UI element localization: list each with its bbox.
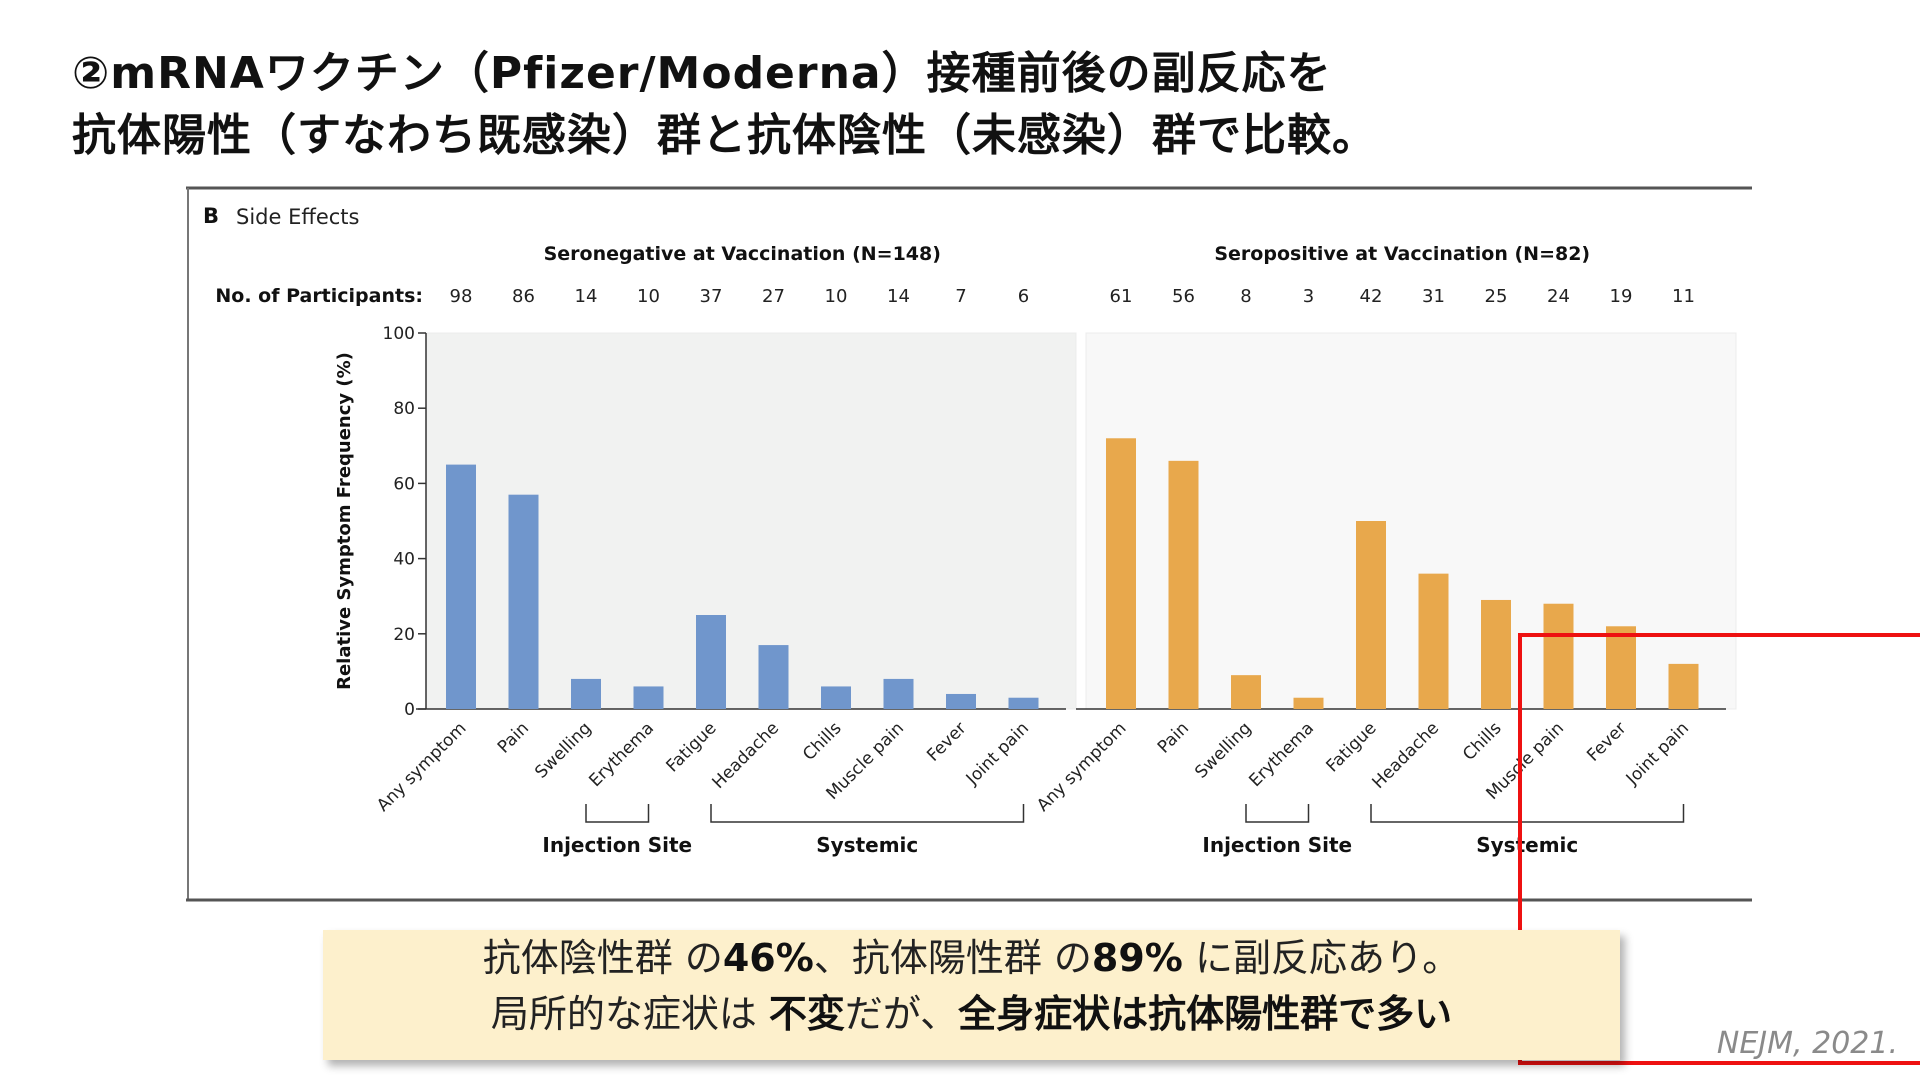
bar (571, 678, 601, 709)
panel-label: B (203, 204, 219, 228)
bar (1168, 460, 1199, 709)
y-tick-label: 60 (393, 474, 415, 494)
x-tick-label: Joint pain (962, 718, 1033, 789)
slide-title-line-2: 抗体陽性（すなわち既感染）群と抗体陰性（未感染）群で比較。 (72, 110, 1377, 161)
x-tick-label: Headache (708, 718, 783, 793)
y-tick-label: 20 (393, 625, 415, 645)
participant-count: 37 (700, 286, 723, 307)
participant-count: 14 (575, 286, 598, 307)
side-effects-chart: B Side Effects 0 20 40 60 80 100 Relative Symp… (186, 186, 1752, 902)
group-bracket (585, 804, 650, 823)
x-tick-label: Any symptom (373, 718, 470, 815)
group-label: Systemic (816, 833, 918, 857)
bar (1668, 663, 1699, 709)
participant-count: 27 (762, 286, 785, 307)
summary-emphasis-systemic: 全身症状は抗体陽性群で多い (958, 992, 1453, 1036)
group-bracket (1370, 804, 1685, 823)
bar (1106, 438, 1136, 709)
seropositive-rate: 89% (1091, 936, 1183, 980)
series-header: Seropositive at Vaccination (N=82) (1214, 243, 1590, 265)
chart-title: Side Effects (236, 205, 359, 229)
group-bracket (1245, 804, 1310, 823)
summary-text: に副反応あり。 (1182, 936, 1461, 980)
x-tick-label: Swelling (1191, 718, 1255, 782)
y-axis-title: Relative Symptom Frequency (%) (334, 352, 355, 690)
x-tick-label: Fatigue (663, 718, 721, 776)
x-tick-label: Fatigue (1323, 718, 1381, 776)
source-citation: NEJM, 2021. (1716, 1026, 1898, 1061)
bar (758, 645, 789, 709)
bar (696, 615, 726, 709)
bar (446, 464, 476, 709)
participants-row-label: No. of Participants: (215, 285, 423, 307)
participant-count: 6 (1018, 286, 1029, 307)
participant-count: 61 (1110, 286, 1133, 307)
y-tick-label: 40 (393, 550, 415, 570)
participant-count: 25 (1485, 286, 1508, 307)
participant-count: 98 (450, 286, 473, 307)
bar (946, 693, 976, 709)
bar (1231, 675, 1261, 709)
systemic-highlight-box (1518, 633, 1920, 1065)
participant-count: 11 (1672, 286, 1695, 307)
group-label: Systemic (1476, 833, 1578, 857)
x-tick-label: Chills (799, 718, 846, 765)
y-tick-label: 0 (404, 700, 415, 720)
summary-text: 、抗体陽性群 の (813, 936, 1092, 980)
participant-count: 7 (955, 286, 966, 307)
x-tick-label: Erythema (585, 718, 658, 791)
bar (1008, 697, 1039, 709)
summary-line-1: 抗体陰性群 の46%、抗体陽性群 の89% に副反応あり。 (323, 930, 1620, 986)
y-tick-label: 80 (393, 399, 415, 419)
x-tick-label: Headache (1368, 718, 1443, 793)
summary-text: だが、 (844, 992, 959, 1036)
x-tick-label: Pain (494, 718, 533, 757)
x-tick-label: Erythema (1245, 718, 1318, 791)
bar (1356, 521, 1386, 709)
participant-count: 31 (1422, 286, 1445, 307)
x-tick-label: Swelling (531, 718, 595, 782)
participant-count: 42 (1360, 286, 1383, 307)
bar (1606, 626, 1636, 709)
bar (1293, 697, 1324, 709)
bar (633, 686, 664, 709)
participant-count: 86 (512, 286, 535, 307)
seronegative-rate: 46% (722, 936, 814, 980)
participant-count: 10 (825, 286, 848, 307)
bar (1543, 603, 1574, 709)
x-tick-label: Pain (1154, 718, 1193, 757)
y-tick-label: 100 (383, 324, 415, 344)
participant-count: 10 (637, 286, 660, 307)
bar (1481, 599, 1511, 709)
summary-text: 抗体陰性群 の (482, 936, 723, 980)
group-bracket (710, 804, 1025, 823)
summary-line-2: 局所的な症状は 不変だが、全身症状は抗体陽性群で多い (323, 986, 1620, 1042)
group-label: Injection Site (542, 833, 692, 857)
participant-count: 56 (1172, 286, 1195, 307)
participant-count: 24 (1547, 286, 1570, 307)
participant-count: 19 (1610, 286, 1633, 307)
bar (508, 494, 539, 709)
x-tick-label: Fever (923, 718, 970, 765)
participant-count: 8 (1240, 286, 1251, 307)
x-tick-label: Any symptom (1033, 718, 1130, 815)
series-header: Seronegative at Vaccination (N=148) (544, 243, 941, 265)
bar (883, 678, 914, 709)
slide-title-line-1: ②mRNAワクチン（Pfizer/Moderna）接種前後の副反応を (72, 48, 1332, 99)
bar (1418, 573, 1449, 709)
participant-count: 3 (1303, 286, 1314, 307)
x-tick-label: Chills (1459, 718, 1506, 765)
group-label: Injection Site (1202, 833, 1352, 857)
bar (821, 686, 851, 709)
side-effects-figure: B Side Effects 0 20 40 60 80 100 Relative Symp… (186, 186, 1920, 1065)
participant-count: 14 (887, 286, 910, 307)
summary-emphasis-unchanged: 不変 (768, 992, 845, 1036)
summary-box: 抗体陰性群 の46%、抗体陽性群 の89% に副反応あり。 局所的な症状は 不変… (323, 930, 1620, 1060)
summary-text: 局所的な症状は (490, 992, 769, 1036)
